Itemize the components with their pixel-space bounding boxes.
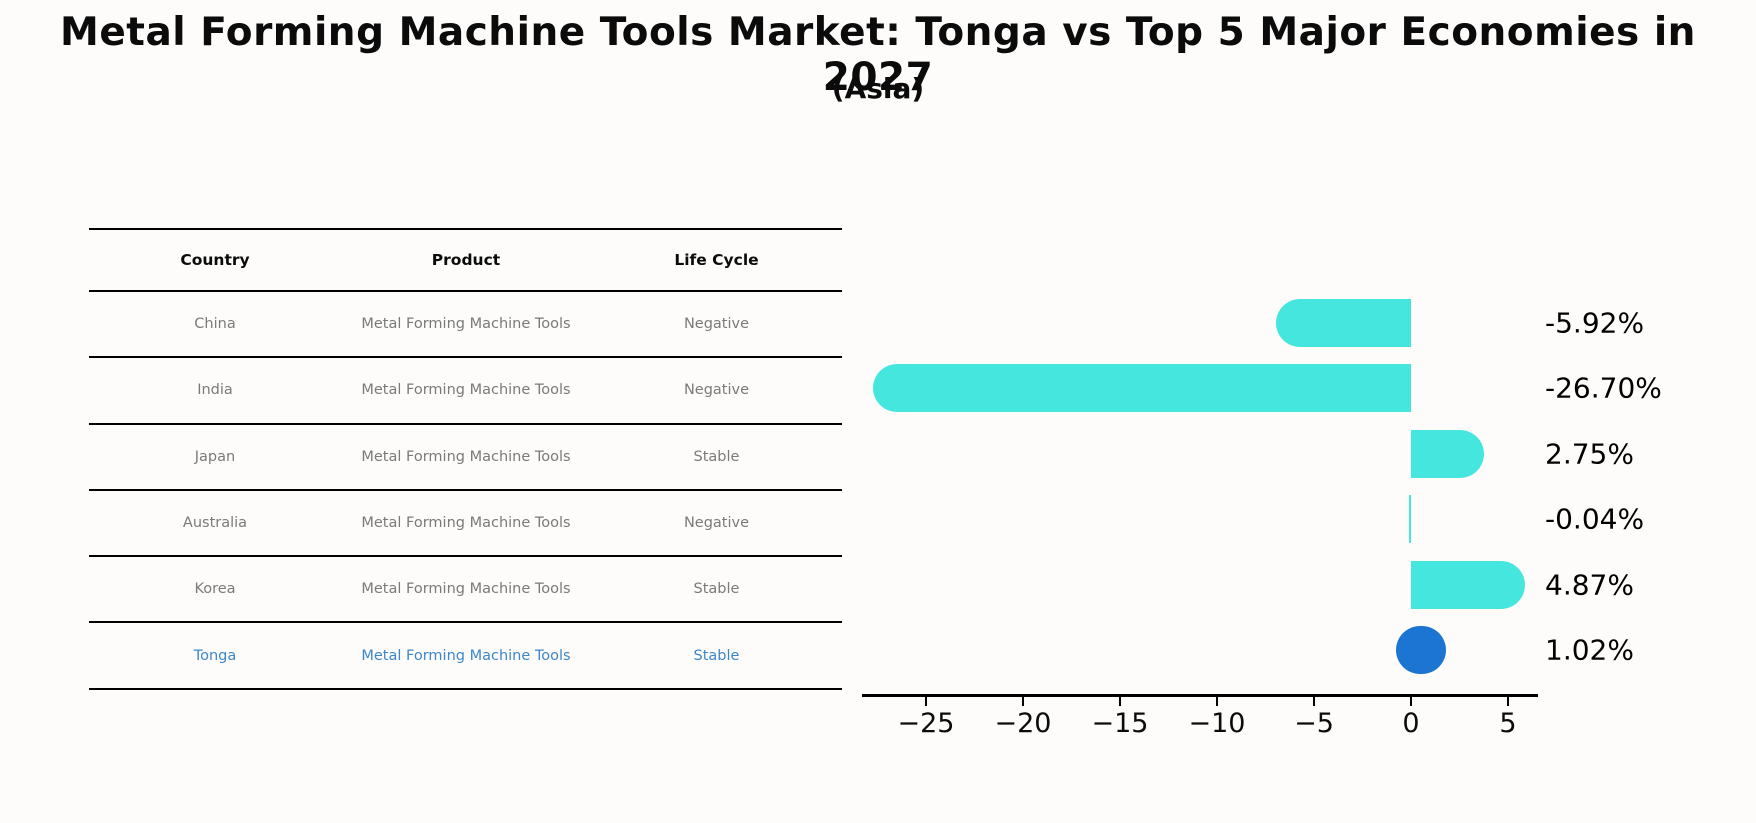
table-row-china: China Metal Forming Machine Tools Negative: [89, 292, 842, 359]
column-header-product: Product: [431, 251, 501, 269]
cell-country: India: [197, 382, 233, 399]
value-label-tonga: 1.02%: [1545, 633, 1634, 667]
x-axis-tick-label: −25: [897, 708, 955, 739]
cell-product: Metal Forming Machine Tools: [361, 647, 571, 664]
table-row-korea: Korea Metal Forming Machine Tools Stable: [89, 557, 842, 624]
bar-australia: [1409, 495, 1411, 544]
table-row-australia: Australia Metal Forming Machine Tools Nega…: [89, 491, 842, 558]
x-axis-tick-label: −15: [1091, 708, 1149, 739]
cell-product: Metal Forming Machine Tools: [361, 448, 571, 465]
x-axis-tick: [1507, 696, 1509, 706]
x-axis-tick-label: −10: [1188, 708, 1246, 739]
x-axis-tick: [1216, 696, 1218, 706]
cell-country: China: [194, 316, 236, 333]
x-axis-tick-label: −5: [1294, 708, 1334, 739]
cell-country: Tonga: [193, 647, 237, 664]
x-axis-line: [862, 694, 1538, 697]
cell-country: Japan: [194, 448, 236, 465]
cell-country: Korea: [194, 581, 236, 598]
x-axis-tick-label: 0: [1402, 708, 1420, 739]
cell-product: Metal Forming Machine Tools: [361, 316, 571, 333]
cell-life-cycle: Negative: [683, 316, 750, 333]
value-label-japan: 2.75%: [1545, 437, 1634, 471]
cell-life-cycle: Negative: [683, 515, 750, 532]
bar-japan: [1411, 429, 1485, 478]
value-label-india: -26.70%: [1545, 371, 1662, 405]
cell-life-cycle: Stable: [693, 581, 740, 598]
cell-life-cycle: Stable: [693, 647, 740, 664]
x-axis-tick: [925, 696, 927, 706]
bar-china: [1276, 299, 1411, 347]
column-header-life-cycle: Life Cycle: [674, 251, 759, 269]
table-row-tonga: Tonga Metal Forming Machine Tools Stable: [89, 623, 842, 687]
x-axis-tick: [1022, 696, 1024, 706]
cell-product: Metal Forming Machine Tools: [361, 515, 571, 532]
table-body: China Metal Forming Machine Tools Negative…: [89, 292, 842, 688]
chart-title: Metal Forming Machine Tools Market: Tong…: [60, 10, 1696, 100]
cell-life-cycle: Negative: [683, 382, 750, 399]
cell-country: Australia: [182, 515, 248, 532]
column-header-country: Country: [180, 251, 250, 269]
value-label-korea: 4.87%: [1545, 568, 1634, 602]
x-axis-tick: [1410, 696, 1412, 706]
x-axis-tick-label: 5: [1499, 708, 1517, 739]
table-row-india: India Metal Forming Machine Tools Negative: [89, 358, 842, 425]
bar-india: [873, 364, 1411, 413]
table-row-japan: Japan Metal Forming Machine Tools Stable: [89, 425, 842, 491]
x-axis-tick: [1313, 696, 1315, 706]
value-label-australia: -0.04%: [1545, 502, 1645, 536]
x-axis-tick: [1119, 696, 1121, 706]
table-header-row: Country Product Life Cycle: [89, 230, 842, 292]
x-axis-tick-label: −20: [994, 708, 1052, 739]
cell-life-cycle: Stable: [693, 448, 740, 465]
bar-korea: [1411, 560, 1526, 609]
chart-subtitle: (Asia): [831, 72, 925, 105]
bar-tonga: [1396, 626, 1446, 674]
country-table: Country Product Life Cycle China Metal Fo…: [89, 228, 842, 690]
cell-product: Metal Forming Machine Tools: [361, 581, 571, 598]
value-label-china: -5.92%: [1545, 306, 1645, 340]
cell-product: Metal Forming Machine Tools: [361, 382, 571, 399]
